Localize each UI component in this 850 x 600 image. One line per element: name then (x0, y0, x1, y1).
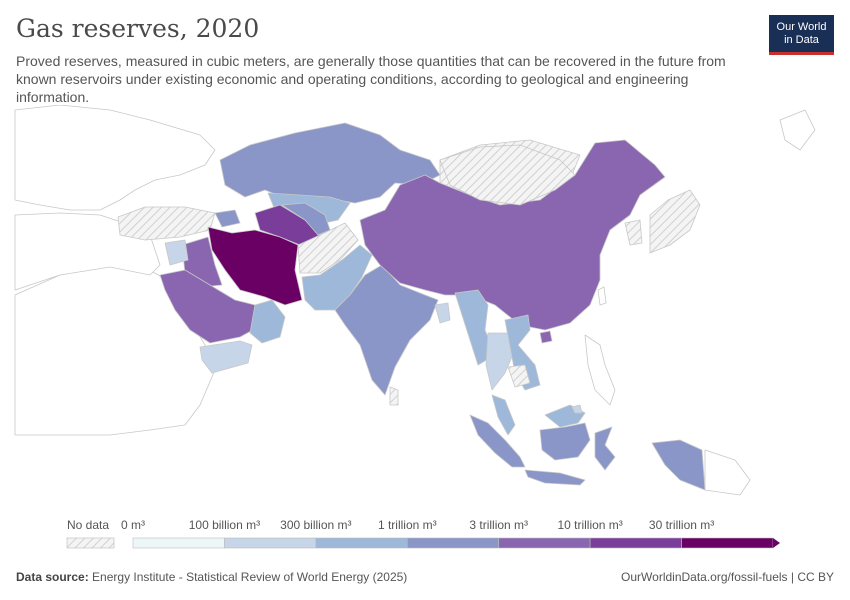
footer: Data source: Energy Institute - Statisti… (16, 570, 834, 584)
country-philippines[interactable] (584, 334, 616, 406)
legend-swatch (315, 537, 408, 549)
country-syria[interactable] (164, 239, 189, 266)
country-mongolia[interactable] (439, 144, 576, 206)
country-indonesia-papua[interactable] (651, 439, 706, 491)
country-sri-lanka[interactable] (389, 386, 399, 406)
country-hainan[interactable] (539, 330, 553, 344)
source-url[interactable]: OurWorldinData.org/fossil-fuels | CC BY (621, 570, 834, 584)
country-cambodia[interactable] (507, 364, 531, 388)
country-indonesia-sulawesi[interactable] (594, 426, 616, 471)
logo-line-1: Our World (776, 20, 827, 33)
legend-bin-label: 30 trillion m³ (649, 518, 714, 532)
country-afghanistan[interactable] (297, 222, 359, 274)
legend-bin-label: 10 trillion m³ (557, 518, 622, 532)
country-brunei[interactable] (571, 404, 583, 414)
country-yemen[interactable] (199, 340, 253, 374)
data-source: Data source: Energy Institute - Statisti… (16, 570, 407, 584)
legend-no-data-swatch (66, 537, 115, 549)
country-bangladesh[interactable] (434, 302, 451, 324)
legend-bin-label: 300 billion m³ (280, 518, 351, 532)
country-indonesia-java[interactable] (524, 469, 586, 486)
country-oman[interactable] (249, 299, 286, 344)
europe-region[interactable] (14, 105, 216, 211)
legend-swatch (589, 537, 682, 549)
country-malaysia-peninsula[interactable] (491, 394, 516, 436)
legend-swatch (498, 537, 591, 549)
chart-subtitle: Proved reserves, measured in cubic meter… (16, 53, 726, 105)
legend-swatch (224, 537, 317, 549)
country-taiwan[interactable] (597, 286, 607, 306)
country-south-korea[interactable] (624, 219, 643, 246)
country-japan[interactable] (649, 189, 701, 254)
logo-line-2: in Data (784, 33, 819, 46)
country-pakistan[interactable] (301, 244, 373, 311)
legend-arrow (773, 538, 780, 548)
legend-bin-label: 0 m³ (121, 518, 145, 532)
country-iran[interactable] (207, 226, 303, 306)
color-legend: No data 0 m³ 100 billion m³ 300 billion m³… (66, 518, 780, 549)
country-indonesia-borneo[interactable] (539, 422, 591, 461)
legend-no-data-label: No data (67, 518, 109, 532)
country-azerbaijan[interactable] (214, 209, 241, 228)
country-india[interactable] (334, 264, 439, 396)
source-text[interactable]: Energy Institute - Statistical Review of… (92, 570, 408, 584)
country-indonesia-sumatra[interactable] (469, 414, 526, 468)
chart-title: Gas reserves, 2020 (16, 14, 260, 43)
legend-swatch (132, 537, 225, 549)
legend-bin-label: 100 billion m³ (189, 518, 260, 532)
legend-swatch (406, 537, 500, 549)
legend-bin-label: 1 trillion m³ (378, 518, 437, 532)
country-papua-new-guinea[interactable] (704, 449, 751, 496)
owid-logo[interactable]: Our World in Data (769, 15, 834, 55)
source-label: Data source: (16, 570, 89, 584)
world-map[interactable] (0, 105, 850, 505)
legend-swatch (681, 537, 774, 549)
legend-bin-label: 3 trillion m³ (469, 518, 528, 532)
region-kamchatka[interactable] (779, 109, 816, 151)
country-turkey[interactable] (117, 206, 216, 241)
